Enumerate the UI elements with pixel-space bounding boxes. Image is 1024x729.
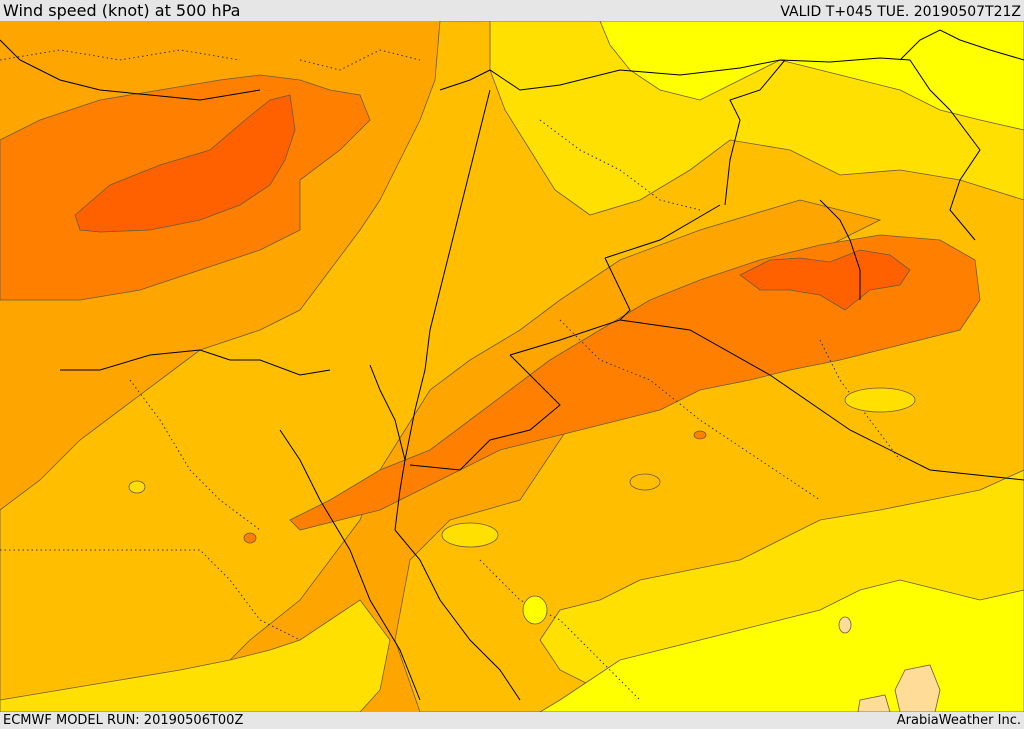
wind-band-ffe000-sw xyxy=(0,599,391,712)
country-borders xyxy=(0,29,1024,701)
model-run-label: ECMWF MODEL RUN: 20190506T00Z xyxy=(3,713,244,728)
wind-band-ffdd99 xyxy=(894,664,941,712)
contour-islands xyxy=(128,387,916,634)
credit-label: ArabiaWeather Inc. xyxy=(896,713,1021,728)
footer-bar: ECMWF MODEL RUN: 20190506T00Z ArabiaWeat… xyxy=(0,712,1024,729)
internal-boundaries xyxy=(0,49,901,701)
valid-time-label: VALID T+045 TUE. 20190507T21Z xyxy=(780,4,1021,20)
wind-band-ff6000 xyxy=(74,94,296,233)
wind-band-ffff00 xyxy=(599,21,1024,131)
header-bar: Wind speed (knot) at 500 hPa VALID T+045… xyxy=(0,0,1024,21)
wind-speed-map xyxy=(0,21,1024,712)
wind-band-ff6000-east xyxy=(739,249,911,311)
wind-band-ffdd99-b xyxy=(857,694,891,712)
map-title: Wind speed (knot) at 500 hPa xyxy=(3,1,241,20)
map-view[interactable] xyxy=(0,21,1024,712)
